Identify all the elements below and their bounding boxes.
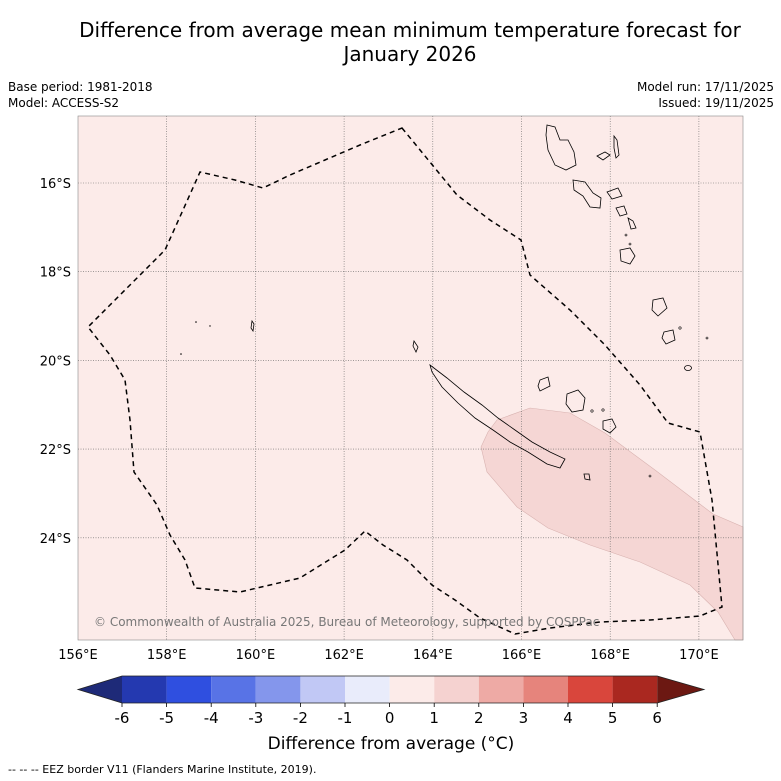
colorbar-tick-label: 6 [652, 709, 662, 727]
colorbar-tick-label: 3 [519, 709, 529, 727]
colorbar-tick-label: 1 [429, 709, 439, 727]
meta-right: Model run: 17/11/2025 Issued: 19/11/2025 [637, 79, 774, 111]
model-run: Model run: 17/11/2025 [636, 80, 774, 94]
tanna-island [661, 329, 676, 345]
colorbar-segment [478, 676, 524, 703]
small-islet [628, 242, 632, 246]
base-period: Base period: 1981-2018 [8, 80, 153, 94]
colorbar-title: Difference from average (°C) [268, 734, 515, 754]
latitude-labels: 16°S 18°S 20°S 22°S 24°S [40, 177, 71, 547]
latitude-label: 16°S [40, 177, 71, 192]
meta-left: Base period: 1981-2018 Model: ACCESS-S2 [8, 79, 153, 111]
anomaly-region [480, 407, 744, 641]
gridlines [78, 116, 743, 640]
latitude-label: 22°S [40, 443, 71, 458]
longitude-label: 168°E [590, 648, 630, 663]
map-title: Difference from average mean minimum tem… [40, 18, 780, 66]
isle-of-pines [583, 473, 591, 481]
small-islet [648, 474, 652, 478]
colorbar-segment [255, 676, 301, 703]
longitude-label: 158°E [147, 648, 187, 663]
latitude-label: 18°S [40, 266, 71, 281]
chesterfield-islands [250, 319, 255, 333]
colorbar-tick-label: -1 [338, 709, 353, 727]
colorbar-tick-label: 2 [474, 709, 484, 727]
eez-border [86, 127, 723, 635]
colorbar-segment [166, 676, 212, 703]
colorbar-tick-label: 5 [608, 709, 618, 727]
longitude-label: 164°E [413, 648, 453, 663]
colorbar-segment [211, 676, 256, 703]
colorbar-segment [345, 676, 390, 703]
aneityum-island [684, 365, 692, 371]
new-caledonia-coastline [429, 363, 566, 469]
longitude-label: 156°E [58, 648, 98, 663]
colorbar-segment [612, 676, 658, 703]
map-frame [77, 115, 744, 641]
colorbar-segment [523, 676, 568, 703]
small-islet [180, 353, 182, 355]
copyright-notice: © Commonwealth of Australia 2025, Bureau… [94, 615, 599, 629]
small-islet [678, 326, 682, 330]
model-name: Model: ACCESS-S2 [8, 96, 120, 110]
colorbar-extend-high [657, 676, 704, 703]
epi-island [615, 205, 628, 217]
colorbar-tick-label: -3 [248, 709, 263, 727]
mare-island [602, 418, 617, 434]
small-islet [601, 408, 605, 412]
espiritu-santo-island [545, 124, 577, 171]
colorbar-extend-low [78, 676, 122, 703]
longitude-label: 162°E [324, 648, 364, 663]
colorbar-tick-label: -6 [115, 709, 130, 727]
erromango-island [651, 297, 668, 317]
ouvea-island [537, 376, 551, 392]
shepherd-islands [627, 217, 637, 230]
colorbar-tick-label: 0 [385, 709, 395, 727]
colorbar-tick-label: -5 [159, 709, 174, 727]
colorbar-tick-label: 4 [563, 709, 573, 727]
small-islet [705, 336, 709, 340]
efate-island [619, 247, 636, 265]
colorbar: -6 -5 -4 -3 -2 -1 0 1 2 3 4 5 6 [76, 675, 706, 727]
issued-date: Issued: 19/11/2025 [658, 96, 774, 110]
colorbar-segment [434, 676, 479, 703]
longitude-label: 160°E [236, 648, 276, 663]
longitude-labels: 156°E 158°E 160°E 162°E 164°E 166°E 168°E 170°E [58, 648, 718, 663]
longitude-label: 170°E [679, 648, 719, 663]
title-line-1: Difference from average mean minimum tem… [79, 18, 741, 42]
colorbar-segment [300, 676, 345, 703]
title-line-2: January 2026 [343, 42, 477, 66]
colorbar-tick-label: -2 [293, 709, 308, 727]
belep-islands [412, 339, 419, 353]
footnote: -- -- -- EEZ border V11 (Flanders Marine… [8, 763, 317, 776]
small-islet [195, 321, 197, 323]
maewo-island [613, 134, 620, 159]
colorbar-segment [122, 676, 167, 703]
lifou-island [565, 389, 586, 413]
ambae-island [596, 151, 611, 161]
colorbar-tick-label: -4 [204, 709, 219, 727]
small-islet [624, 233, 628, 237]
malekula-island [572, 179, 602, 209]
colorbar-segment [389, 676, 435, 703]
latitude-label: 24°S [40, 532, 71, 547]
small-islet [209, 325, 211, 327]
latitude-label: 20°S [40, 354, 71, 369]
ambrym-island [606, 187, 623, 200]
small-islet [590, 409, 594, 413]
colorbar-segment [568, 676, 613, 703]
longitude-label: 166°E [502, 648, 542, 663]
